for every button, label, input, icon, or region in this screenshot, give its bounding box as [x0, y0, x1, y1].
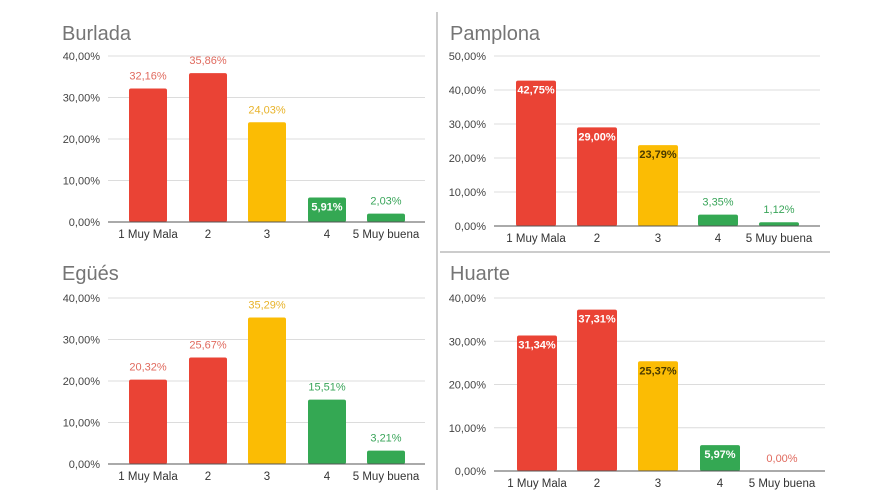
bar	[308, 399, 346, 464]
data-label: 5,91%	[311, 201, 342, 213]
data-label: 37,31%	[578, 314, 616, 326]
chart-title: Egüés	[62, 263, 119, 285]
y-tick-label: 10,00%	[449, 187, 487, 199]
bar	[700, 445, 740, 471]
chart-title: Burlada	[62, 23, 132, 45]
chart-title: Huarte	[450, 263, 510, 285]
data-label: 1,12%	[763, 204, 794, 216]
data-label: 25,37%	[639, 365, 677, 377]
bar	[248, 317, 286, 464]
data-label: 23,79%	[639, 149, 677, 161]
chart-title: Pamplona	[450, 23, 541, 45]
y-tick-label: 30,00%	[449, 336, 487, 348]
chart-huarte: Huarte0,00%10,00%20,00%30,00%40,00%31,34…	[449, 263, 825, 490]
y-tick-label: 0,00%	[69, 459, 100, 471]
data-label: 42,75%	[517, 85, 555, 97]
bar	[638, 361, 678, 471]
x-tick-label: 2	[205, 471, 211, 483]
data-label: 24,03%	[248, 104, 286, 116]
y-tick-label: 10,00%	[63, 418, 101, 430]
x-tick-label: 4	[324, 229, 331, 241]
y-tick-label: 30,00%	[449, 119, 487, 131]
x-tick-label: 4	[324, 471, 331, 483]
bar	[577, 127, 617, 226]
x-tick-label: 3	[655, 478, 661, 490]
data-label: 0,00%	[766, 453, 797, 465]
y-tick-label: 10,00%	[449, 423, 487, 435]
y-tick-label: 50,00%	[449, 51, 487, 63]
data-label: 32,16%	[129, 71, 167, 83]
chart-egüés: Egüés 0,00% 10,00% 20,00% 30,00% 40,00% 20,32%…	[62, 263, 425, 483]
x-tick-label: 2	[205, 229, 211, 241]
data-label: 25,67%	[189, 339, 227, 351]
bar	[248, 122, 286, 222]
y-tick-label: 30,00%	[63, 93, 101, 105]
data-label: 3,21%	[370, 433, 401, 445]
bar	[367, 450, 405, 464]
x-tick-label: 1 Muy Mala	[507, 478, 567, 490]
bar	[308, 197, 346, 222]
data-label: 20,32%	[129, 362, 167, 374]
y-tick-label: 20,00%	[63, 376, 101, 388]
data-label: 29,00%	[578, 131, 616, 143]
bar	[367, 213, 405, 222]
x-tick-label: 1 Muy Mala	[506, 233, 566, 245]
x-tick-label: 5 Muy buena	[353, 471, 420, 483]
x-tick-label: 5 Muy buena	[746, 233, 813, 245]
bar	[698, 214, 738, 226]
bar	[577, 309, 617, 471]
y-tick-label: 0,00%	[455, 466, 486, 478]
chart-pamplona: Pamplona 0,00% 10,00% 20,00% 30,00% 40,00% 50,…	[449, 23, 820, 245]
bar	[516, 80, 556, 227]
data-label: 35,29%	[248, 300, 286, 312]
y-tick-label: 0,00%	[455, 221, 486, 233]
y-tick-label: 20,00%	[449, 380, 487, 392]
x-tick-label: 5 Muy buena	[353, 229, 420, 241]
y-tick-label: 40,00%	[63, 51, 101, 63]
bar	[189, 357, 227, 464]
y-tick-label: 10,00%	[63, 176, 101, 188]
bar	[759, 222, 799, 226]
y-tick-label: 40,00%	[449, 293, 487, 305]
data-label: 5,97%	[704, 449, 735, 461]
x-tick-label: 3	[264, 471, 270, 483]
bar	[638, 145, 678, 226]
x-tick-label: 4	[715, 233, 722, 245]
x-tick-label: 2	[594, 478, 600, 490]
y-tick-label: 20,00%	[449, 153, 487, 165]
data-label: 35,86%	[189, 55, 227, 67]
x-tick-label: 3	[655, 233, 661, 245]
data-label: 15,51%	[308, 382, 346, 394]
y-tick-label: 20,00%	[63, 134, 101, 146]
data-label: 31,34%	[518, 339, 556, 351]
bar	[129, 379, 167, 464]
bar	[189, 73, 227, 222]
chart-burlada: Burlada 0,00% 10,00% 20,00% 30,00% 40,00% 32,1…	[62, 23, 425, 241]
bar	[517, 335, 557, 471]
y-tick-label: 40,00%	[63, 293, 101, 305]
x-tick-label: 1 Muy Mala	[118, 229, 178, 241]
y-tick-label: 0,00%	[69, 217, 100, 229]
x-tick-label: 3	[264, 229, 270, 241]
x-tick-label: 5 Muy buena	[749, 478, 816, 490]
data-label: 2,03%	[370, 196, 401, 208]
y-tick-label: 30,00%	[63, 335, 101, 347]
y-tick-label: 40,00%	[449, 85, 487, 97]
bar	[129, 88, 167, 222]
data-label: 3,35%	[702, 197, 733, 209]
x-tick-label: 2	[594, 233, 600, 245]
x-tick-label: 1 Muy Mala	[118, 471, 178, 483]
x-tick-label: 4	[717, 478, 724, 490]
